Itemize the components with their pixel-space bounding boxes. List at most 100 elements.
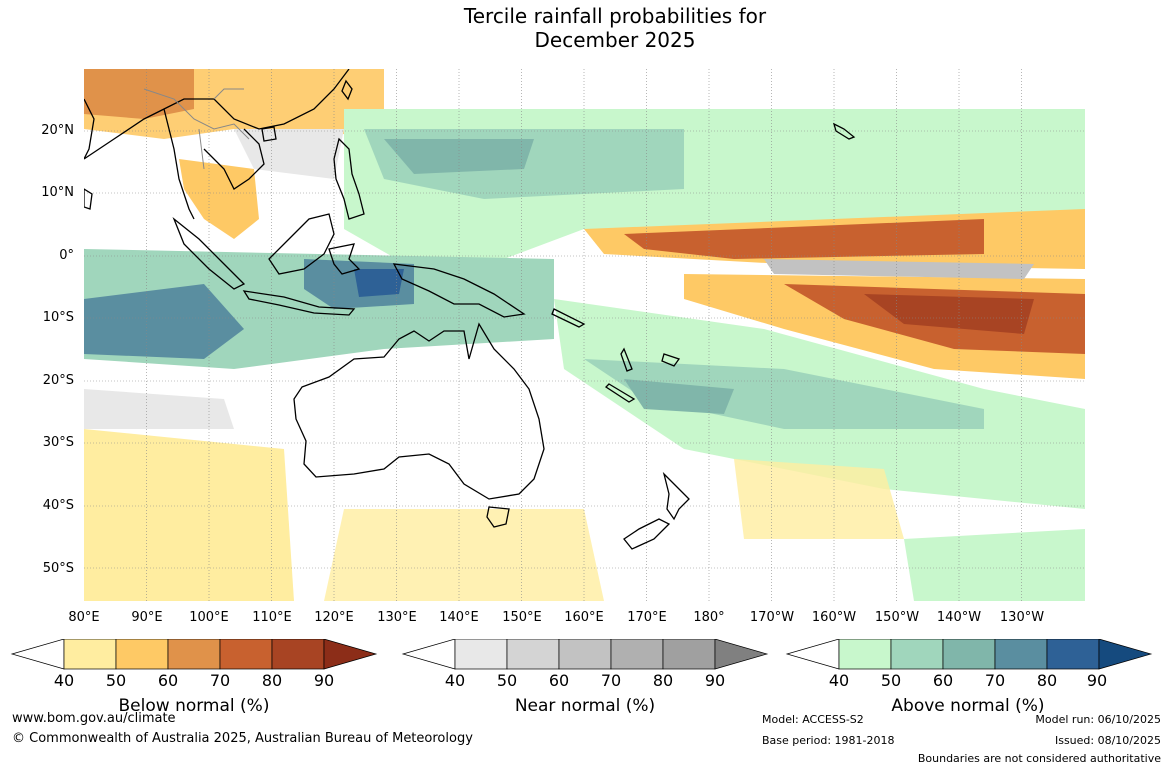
cbar-above-tick-60: 60 <box>932 671 954 690</box>
cbar-above-lower-extend <box>785 639 840 670</box>
cbar-below-seg-3 <box>167 639 221 670</box>
coastline-borneo <box>268 213 335 275</box>
cbar-below-seg-5 <box>271 639 325 670</box>
cbar-above-seg-4 <box>994 639 1048 670</box>
coastline-new-guinea <box>392 263 526 318</box>
cbar-above-tick-70: 70 <box>984 671 1006 690</box>
cbar-near-seg-5 <box>662 639 716 670</box>
map-title: Tercile rainfall probabilities for Decem… <box>0 4 1173 52</box>
footer-copyright: © Commonwealth of Australia 2025, Austra… <box>12 731 473 746</box>
cbar-above-tick-50: 50 <box>880 671 902 690</box>
coastline-java <box>242 290 356 316</box>
title-line-1: Tercile rainfall probabilities for <box>463 4 767 28</box>
lat-label-30s: 30°S <box>42 435 74 450</box>
country-borders <box>143 88 250 170</box>
shade-above-io-core <box>84 284 244 359</box>
lon-label-90e: 90°E <box>131 610 163 625</box>
lon-label-150e: 150°E <box>502 610 542 625</box>
footer-website[interactable]: www.bom.gov.au/climate <box>12 711 176 726</box>
cbar-above-seg-1 <box>838 639 892 670</box>
lon-label-170e: 170°E <box>627 610 667 625</box>
coastline-sri-lanka <box>84 188 93 210</box>
shade-below-indochina <box>179 159 259 239</box>
coastline-se-asia <box>84 69 350 220</box>
coastline-fiji <box>661 353 681 367</box>
shade-above-spcz-2 <box>584 359 984 429</box>
cbar-near-label: Near normal (%) <box>514 696 656 716</box>
cbar-below-tick-80: 80 <box>261 671 283 690</box>
shade-above-spcz-3 <box>624 379 734 414</box>
cbar-near-tick-80: 80 <box>652 671 674 690</box>
shade-near-south-1 <box>84 389 234 429</box>
cbar-near-tick-40: 40 <box>444 671 466 690</box>
cbar-below-tick-60: 60 <box>157 671 179 690</box>
cbar-above-upper-extend <box>1098 639 1153 670</box>
cbar-below-tick-40: 40 <box>53 671 75 690</box>
title-line-2: December 2025 <box>534 28 696 52</box>
cbar-below-label: Below normal (%) <box>118 696 270 716</box>
coastline-philippines <box>333 137 365 220</box>
shade-near-eqpac <box>764 259 1034 279</box>
cbar-below-tick-90: 90 <box>313 671 335 690</box>
lat-label-50s: 50°S <box>42 561 74 576</box>
lon-label-100e: 100°E <box>189 610 229 625</box>
cbar-above-tick-80: 80 <box>1036 671 1058 690</box>
cbar-below-seg-4 <box>219 639 273 670</box>
lon-label-170w: 170°W <box>749 610 795 625</box>
shade-below-south-c <box>324 509 604 601</box>
cbar-above-seg-5 <box>1046 639 1100 670</box>
coastline-hawaii <box>832 122 856 140</box>
coastline-new-caledonia <box>604 383 636 403</box>
cbar-below-tick-50: 50 <box>105 671 127 690</box>
footer-model: Model: ACCESS-S2 <box>762 713 864 726</box>
lat-label-20n: 20°N <box>41 123 74 138</box>
lon-label-140e: 140°E <box>439 610 479 625</box>
lon-label-130w: 130°W <box>999 610 1045 625</box>
coastline-hainan <box>261 126 277 142</box>
cbar-below-seg-1 <box>63 639 117 670</box>
cbar-near-tick-60: 60 <box>548 671 570 690</box>
lon-label-180: 180° <box>693 610 725 625</box>
lon-label-140w: 140°W <box>936 610 982 625</box>
cbar-above-seg-2 <box>890 639 944 670</box>
lat-label-40s: 40°S <box>42 498 74 513</box>
lon-label-80e: 80°E <box>68 610 100 625</box>
shade-above-mc-deep <box>354 269 404 297</box>
coastlines <box>84 69 856 550</box>
shade-below-south-w <box>84 429 294 601</box>
footer-issued: Issued: 08/10/2025 <box>1054 734 1161 747</box>
shade-near-south-2 <box>904 529 1085 601</box>
cbar-near-tick-50: 50 <box>496 671 518 690</box>
cbar-below-upper-extend <box>323 639 378 670</box>
footer-model-run: Model run: 06/10/2025 <box>1035 713 1161 726</box>
shade-below-eqpac-2-deep <box>864 294 1034 334</box>
colorbar-below-normal <box>10 639 378 670</box>
map-svg <box>84 69 1085 601</box>
shade-below-nw-core <box>84 69 194 119</box>
colorbar-near-normal <box>401 639 769 670</box>
cbar-below-tick-70: 70 <box>209 671 231 690</box>
cbar-near-seg-3 <box>558 639 612 670</box>
cbar-below-lower-extend <box>10 639 65 670</box>
lat-label-10n: 10°N <box>41 185 74 200</box>
lon-label-150w: 150°W <box>874 610 920 625</box>
coastline-sumatra <box>172 216 246 290</box>
shade-below-eqpac-1-core <box>624 219 984 259</box>
cbar-near-seg-2 <box>506 639 560 670</box>
cbar-near-tick-70: 70 <box>600 671 622 690</box>
probability-map <box>84 69 1085 601</box>
lat-label-10s: 10°S <box>42 310 74 325</box>
lon-label-120e: 120°E <box>314 610 354 625</box>
cbar-above-seg-3 <box>942 639 996 670</box>
coastline-sulawesi <box>328 243 361 275</box>
cbar-above-tick-90: 90 <box>1086 671 1108 690</box>
coastline-tasmania <box>486 506 510 528</box>
footer-disclaimer: Boundaries are not considered authoritat… <box>917 752 1161 765</box>
shade-below-south-e <box>734 459 904 539</box>
coastline-nz-south <box>623 518 671 550</box>
cbar-below-seg-2 <box>115 639 169 670</box>
lat-label-20s: 20°S <box>42 373 74 388</box>
lon-label-110e: 110°E <box>252 610 292 625</box>
coastline-india <box>84 98 95 160</box>
lat-label-eq: 0° <box>59 248 74 263</box>
